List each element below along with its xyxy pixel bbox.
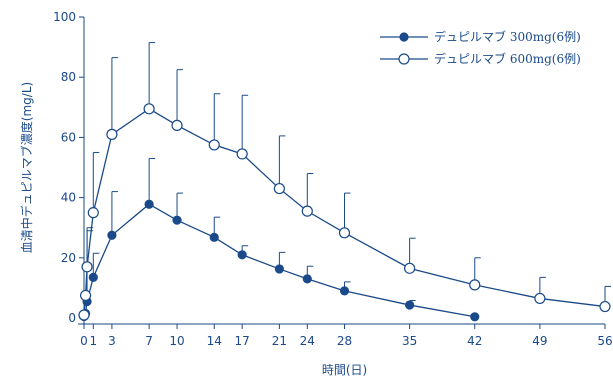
data-point [534,292,546,305]
data-point [599,300,611,313]
y-tick-label: 80 [61,70,76,84]
plot-area [78,42,611,322]
data-point [338,227,351,239]
data-point [79,289,92,302]
x-tick-label: 3 [108,334,116,348]
x-tick-label: 17 [235,334,250,348]
data-point [106,128,118,140]
data-point [171,119,183,131]
y-tick-label: 40 [61,191,76,205]
x-tick-label: 49 [532,334,547,348]
x-tick-label: 56 [597,334,612,348]
data-point [107,230,117,240]
data-point [144,199,154,209]
x-tick-label: 0 [80,334,88,348]
data-point [237,250,247,260]
x-tick-label: 10 [169,334,184,348]
data-point [339,286,350,296]
legend-item-1: デュピルマブ 300mg(6例) [380,29,581,44]
x-tick-label: 14 [207,334,222,348]
x-tick-label: 1 [89,334,97,348]
data-point [469,279,481,291]
data-point [88,272,98,282]
data-point [302,274,312,284]
x-tick-label: 7 [145,334,153,348]
data-point [273,182,285,195]
data-point [208,139,220,151]
data-point [404,262,416,274]
data-point [209,232,219,242]
data-point [81,261,93,273]
legend-marker [399,32,409,42]
series-2 [78,42,611,321]
data-point [78,309,90,321]
data-point [405,300,415,310]
data-point [143,103,155,115]
x-tick-label: 21 [272,334,287,348]
series-line [83,108,606,316]
data-point [236,148,248,160]
data-point [172,215,182,225]
y-tick-label: 20 [61,251,76,265]
y-tick-label: 100 [53,10,76,24]
y-axis-ticks: 0 20 40 60 80 100 [53,10,84,325]
y-tick-label: 60 [61,130,76,144]
axes: 0 20 40 60 80 100 0 1 3 7 10 14 17 21 24 28 35 42 49 56 [53,10,613,348]
x-axis-title: 時間(日) [322,363,367,377]
x-tick-label: 28 [337,334,352,348]
data-point [301,205,313,217]
legend-item-2: デュピルマブ 600mg(6例) [380,51,581,66]
data-point [470,312,480,322]
data-point [87,207,99,219]
y-axis-title: 血清中デュピルマブ濃度(mg/L) [19,82,34,253]
x-tick-label: 24 [300,334,315,348]
y-tick-label: 0 [68,311,76,325]
legend-label: デュピルマブ 600mg(6例) [434,51,581,66]
x-tick-label: 42 [467,334,482,348]
x-axis-ticks: 0 1 3 7 10 14 17 21 24 28 35 42 49 56 [80,324,613,348]
data-point [274,264,284,274]
legend-label: デュピルマブ 300mg(6例) [434,29,581,44]
legend-marker [398,53,410,65]
x-tick-label: 35 [402,334,417,348]
legend: デュピルマブ 300mg(6例) デュピルマブ 600mg(6例) [380,29,581,66]
